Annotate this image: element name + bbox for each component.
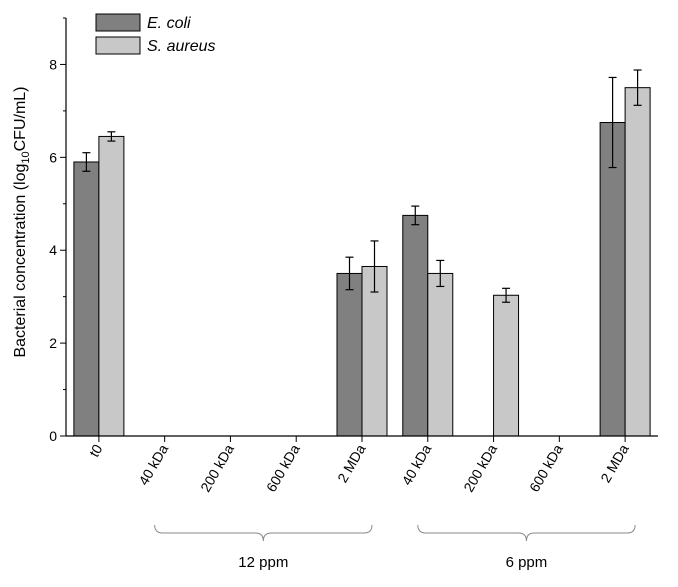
group-bracket-1: [417, 524, 636, 542]
error-bar-s-aureus-5: [436, 259, 445, 288]
error-bar-e-coli-4: [345, 256, 354, 291]
bar-s-aureus-8: [624, 87, 651, 437]
x-tick-label-5: 40 kDa: [398, 441, 434, 488]
legend-swatch-e-coli: [95, 13, 141, 32]
y-tick-label-6: 6: [49, 149, 57, 165]
error-bar-s-aureus-8: [633, 69, 642, 106]
error-bar-e-coli-5: [411, 205, 420, 226]
y-tick-label-8: 8: [49, 56, 57, 72]
x-tick-label-7: 600 kDa: [526, 441, 566, 494]
y-tick-label-0: 0: [49, 428, 57, 444]
y-tick-label-4: 4: [49, 242, 57, 258]
legend-label-e-coli: E. coli: [147, 15, 191, 32]
bar-e-coli-8: [599, 122, 626, 437]
x-tick-label-6: 200 kDa: [460, 441, 500, 494]
bar-s-aureus-5: [427, 272, 454, 437]
group-label-0: 12 ppm: [238, 554, 288, 571]
bars-layer: [73, 87, 651, 437]
bar-e-coli-0: [73, 161, 100, 437]
legend-swatch-s-aureus: [95, 36, 141, 55]
error-bar-s-aureus-0: [107, 131, 116, 142]
x-tick-label-3: 600 kDa: [263, 441, 303, 494]
error-bar-s-aureus-4: [370, 240, 379, 293]
y-axis-title: Bacterial concentration (log10CFU/mL): [12, 86, 32, 357]
error-bar-s-aureus-6: [502, 287, 511, 303]
error-bars-layer: [82, 69, 642, 303]
group-bracket-0: [154, 524, 373, 542]
legend: E. coli S. aureus: [95, 13, 215, 55]
x-tick-label-0: t0: [86, 441, 106, 459]
x-tick-label-1: 40 kDa: [135, 441, 171, 488]
bar-s-aureus-4: [361, 265, 388, 437]
x-tick-label-4: 2 MDa: [334, 441, 369, 485]
bar-e-coli-5: [402, 214, 429, 437]
error-bar-e-coli-0: [82, 152, 91, 172]
axes-layer: 0 2 4 6 8: [49, 17, 658, 444]
legend-label-s-aureus: S. aureus: [147, 38, 215, 55]
y-tick-label-2: 2: [49, 335, 57, 351]
bar-e-coli-4: [336, 272, 363, 437]
bar-s-aureus-6: [493, 294, 520, 437]
x-tick-label-8: 2 MDa: [597, 441, 632, 485]
error-bar-e-coli-8: [608, 76, 617, 169]
x-tick-label-2: 200 kDa: [197, 441, 237, 494]
bar-s-aureus-0: [98, 135, 125, 437]
group-label-1: 6 ppm: [506, 554, 548, 571]
